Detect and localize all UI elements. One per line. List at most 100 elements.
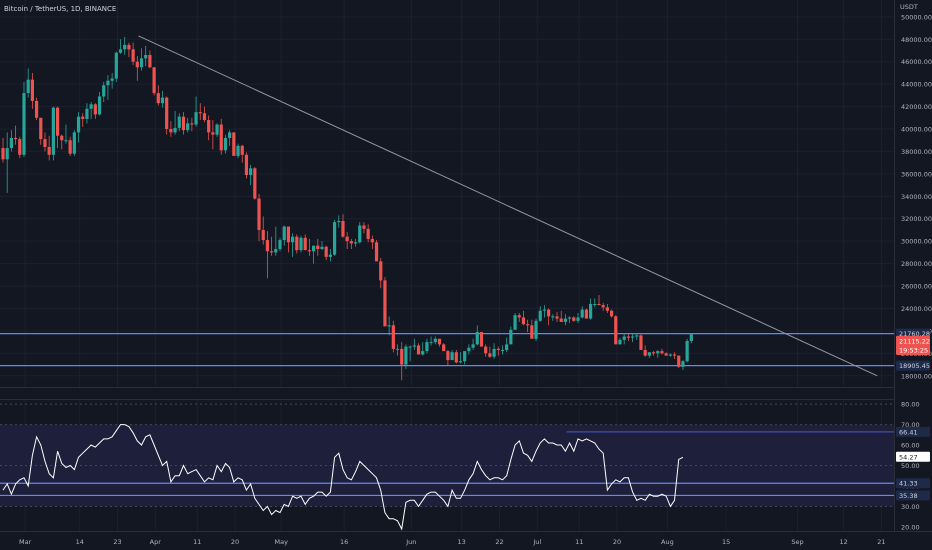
candle-body [228, 132, 232, 138]
time-tick-label: 11 [575, 538, 583, 546]
candle-body [656, 351, 660, 354]
candle-body [584, 309, 589, 319]
candle [526, 319, 530, 333]
candle-body [324, 246, 328, 257]
candle [605, 303, 609, 313]
candle [194, 96, 198, 127]
rsi-tick-label: 30.00 [901, 503, 920, 511]
candle [400, 342, 404, 381]
candle [118, 39, 123, 54]
candle-body [555, 316, 559, 319]
price-tick-label: 28000.00 [901, 260, 932, 268]
candle-body [51, 107, 55, 155]
candle [446, 349, 450, 366]
candle [93, 103, 97, 119]
candle [72, 130, 76, 156]
candle-body [303, 237, 307, 251]
candles [1, 37, 693, 381]
candle [421, 342, 425, 356]
candle-body [521, 317, 526, 325]
candle [60, 134, 64, 150]
candle-body [47, 146, 51, 155]
time-tick-label: Sep [791, 538, 803, 546]
time-tick-label: 20 [231, 538, 239, 546]
rsi-tick-label: 20.00 [901, 523, 920, 531]
rsi-level-badge-text: 66.41 [899, 428, 918, 436]
candle-body [379, 261, 383, 281]
time-tick-label: 15 [722, 538, 730, 546]
candle-body [219, 124, 223, 151]
candle [332, 219, 337, 256]
time-axis[interactable]: Mar 14 23 Apr 11 20 May 16 Jun 13 22 Jul 11 20 Aug 15 Se… [19, 538, 885, 546]
candle [513, 312, 517, 330]
candle-body [488, 353, 492, 357]
rsi-level-badge: 35.38 [896, 490, 930, 501]
candle [291, 233, 295, 257]
time-tick-label: 23 [113, 538, 121, 546]
candle [244, 152, 249, 179]
candle [207, 115, 211, 141]
candle [576, 312, 580, 324]
time-tick-label: 21 [877, 538, 885, 546]
candle [379, 258, 383, 289]
price-tick-label: 34000.00 [901, 193, 932, 201]
candle [211, 120, 215, 150]
candle-body [664, 353, 668, 356]
candle-body [22, 93, 26, 155]
candle-body [358, 225, 362, 243]
candle-body [362, 225, 366, 229]
candle [278, 237, 282, 252]
candle-body [127, 44, 131, 50]
candle-body [278, 240, 282, 250]
candle [320, 241, 324, 251]
candle-body [597, 303, 601, 306]
candle-body [328, 254, 332, 257]
candle [253, 167, 257, 200]
time-tick-label: 16 [340, 538, 348, 546]
candle-body [374, 242, 379, 262]
candle [681, 360, 685, 371]
candle [601, 302, 605, 311]
candle [240, 144, 244, 163]
rsi-tick-label: 60.00 [901, 442, 920, 450]
price-tick-label: 36000.00 [901, 170, 932, 178]
candle [496, 346, 500, 356]
candle-body [295, 236, 299, 251]
candle [114, 51, 118, 82]
candle-body [484, 346, 488, 354]
time-tick-label: 14 [76, 538, 84, 546]
candle [651, 351, 656, 356]
candle [463, 351, 467, 365]
price-level-badge-bg [896, 360, 930, 371]
candle-body [572, 317, 576, 321]
last-price-badge-text: 21115.22 [899, 337, 930, 345]
candle-body [165, 97, 169, 129]
candle [181, 112, 186, 135]
trendline[interactable] [138, 35, 878, 377]
candle [668, 353, 672, 357]
candle-body [282, 226, 286, 241]
candle [324, 245, 328, 261]
candle [467, 344, 471, 355]
candle [228, 130, 232, 146]
candle-body [215, 124, 219, 135]
candle [580, 306, 584, 319]
candle [395, 344, 400, 356]
candle-body [547, 309, 551, 317]
candle [425, 338, 429, 354]
candle-body [458, 361, 463, 363]
candle [1, 137, 5, 163]
candle [429, 336, 433, 346]
candle-body [618, 339, 622, 345]
candle-body [332, 222, 337, 255]
candle-body [186, 123, 190, 131]
candle-body [106, 80, 110, 86]
candle-body [614, 316, 618, 345]
candle [689, 333, 693, 344]
candle [450, 349, 454, 361]
rsi-level-badge-bg [896, 426, 930, 437]
rsi-current-badge: 54.27 [896, 451, 930, 462]
candle [505, 337, 509, 353]
last-price-badge: 21115.22 [896, 335, 930, 346]
